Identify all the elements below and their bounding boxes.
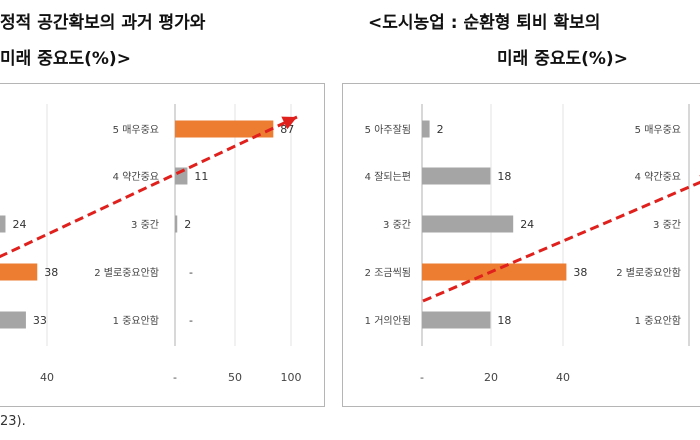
left-future-category-label-4: 1 중요안함 — [113, 315, 159, 327]
left-future-tick-label-2: 100 — [281, 371, 302, 384]
right-past-bar-1 — [422, 167, 491, 185]
left-future-value-label-4: - — [189, 314, 193, 327]
left-past-bar-3 — [0, 263, 38, 281]
right-past-value-label-3: 38 — [573, 266, 587, 279]
right-chart-svg: 5 아주잘됨 2 4 잘되는편 18 3 중간 24 2 조금씩됨 38 1 거의안됨 18 - 20… — [365, 104, 700, 384]
left-past-bar-4 — [0, 311, 26, 329]
left-future-bar-2 — [175, 215, 178, 233]
right-past-tick-label-0: - — [420, 371, 424, 384]
right-past-bar-2 — [422, 215, 514, 233]
left-future-value-label-1: 11 — [194, 170, 208, 183]
left-past-value-label-3: 38 — [44, 266, 58, 279]
left-title-line1: 정적 공간확보의 과거 평가와 — [0, 13, 206, 33]
left-past-tick-label-0: 40 — [40, 371, 54, 384]
right-past-category-label-0: 5 아주잘됨 — [365, 124, 411, 136]
right-chart-panel: 5 아주잘됨 2 4 잘되는편 18 3 중간 24 2 조금씩됨 38 1 거의안됨 18 - 20… — [342, 83, 700, 407]
left-future-value-label-3: - — [189, 266, 193, 279]
left-future-category-label-1: 4 약간중요 — [113, 171, 159, 183]
right-past-category-label-3: 2 조금씩됨 — [365, 267, 411, 279]
left-chart-svg: 24 38 33 40 5 매우중요 87 4 약간중요 11 3 중간 2 2 별로중요안함 - 1 … — [0, 104, 302, 384]
left-future-category-label-3: 2 별로중요안함 — [94, 267, 159, 279]
right-title-line1: <도시농업 : 순환형 퇴비 확보의 — [368, 13, 601, 33]
right-past-tick-label-1: 20 — [484, 371, 498, 384]
left-future-value-label-2: 2 — [184, 218, 191, 231]
right-past-bar-4 — [422, 311, 491, 329]
right-past-value-label-2: 24 — [520, 218, 534, 231]
right-future-category-label-4: 1 중요안함 — [635, 315, 681, 327]
left-past-value-label-2: 24 — [12, 218, 26, 231]
right-past-category-label-4: 1 거의안됨 — [365, 315, 411, 327]
left-future-value-label-0: 87 — [280, 123, 294, 136]
right-past-category-label-2: 3 중간 — [383, 219, 411, 231]
right-past-value-label-0: 2 — [437, 123, 444, 136]
right-past-category-label-1: 4 잘되는편 — [365, 171, 411, 183]
left-arrow-line — [0, 115, 298, 259]
right-future-category-label-1: 4 약간중요 — [635, 171, 681, 183]
left-future-tick-label-1: 50 — [228, 371, 242, 384]
left-chart-panel: 24 38 33 40 5 매우중요 87 4 약간중요 11 3 중간 2 2 별로중요안함 - 1 … — [0, 83, 325, 407]
right-past-value-label-1: 18 — [497, 170, 511, 183]
right-past-value-label-4: 18 — [497, 314, 511, 327]
left-future-bar-0 — [175, 120, 274, 138]
right-past-tick-label-2: 40 — [556, 371, 570, 384]
right-title-line2: 미래 중요도(%)> — [497, 49, 628, 69]
left-future-tick-label-0: - — [173, 371, 177, 384]
left-arrowhead — [281, 116, 297, 130]
right-arrow-line — [422, 180, 700, 303]
right-future-category-label-3: 2 별로중요안함 — [616, 267, 681, 279]
right-future-category-label-2: 3 중간 — [653, 219, 681, 231]
right-future-category-label-0: 5 매우중요 — [635, 124, 681, 136]
left-past-bar-2 — [0, 215, 6, 233]
left-past-value-label-4: 33 — [33, 314, 47, 327]
left-future-category-label-2: 3 중간 — [131, 219, 159, 231]
right-past-bar-0 — [422, 120, 430, 138]
footnote: 23). — [0, 414, 26, 429]
left-future-category-label-0: 5 매우중요 — [113, 124, 159, 136]
left-title-line2: 미래 중요도(%)> — [0, 49, 131, 69]
